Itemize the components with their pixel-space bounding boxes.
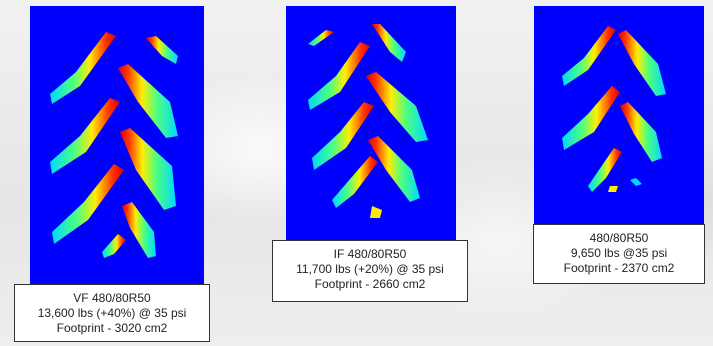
tread-lugs-right bbox=[618, 30, 666, 186]
tire-footprint-area: Footprint - 2370 cm2 bbox=[563, 261, 675, 275]
footprint-caption-standard: 480/80R50 9,650 lbs @35 psi Footprint - … bbox=[533, 224, 705, 284]
footprint-image-if bbox=[286, 6, 456, 240]
tire-name: 480/80R50 bbox=[589, 231, 649, 245]
tread-lugs-left bbox=[50, 32, 126, 258]
tread-lugs-right bbox=[366, 24, 428, 202]
tread-pattern-vf bbox=[50, 32, 178, 258]
tire-load: 9,650 lbs @35 psi bbox=[570, 246, 668, 260]
tire-name: IF 480/80R50 bbox=[333, 247, 407, 261]
footprint-image-vf bbox=[30, 6, 204, 285]
tread-lugs-right bbox=[118, 36, 178, 258]
tire-footprint-area: Footprint - 2660 cm2 bbox=[314, 277, 426, 291]
footprint-caption-if: IF 480/80R50 11,700 lbs (+20%) @ 35 psi … bbox=[272, 240, 468, 302]
footprint-image-standard bbox=[534, 6, 704, 224]
tread-lugs-left bbox=[562, 26, 622, 192]
tread-pattern-standard bbox=[562, 26, 666, 192]
tire-footprint-area: Footprint - 3020 cm2 bbox=[56, 321, 168, 335]
tire-load: 11,700 lbs (+20%) @ 35 psi bbox=[296, 262, 444, 276]
tread-pattern-if bbox=[308, 24, 428, 218]
tire-name: VF 480/80R50 bbox=[73, 291, 151, 305]
tire-load: 13,600 lbs (+40%) @ 35 psi bbox=[37, 306, 187, 320]
tread-lugs-left bbox=[308, 30, 382, 218]
footprint-caption-vf: VF 480/80R50 13,600 lbs (+40%) @ 35 psi … bbox=[14, 284, 210, 342]
